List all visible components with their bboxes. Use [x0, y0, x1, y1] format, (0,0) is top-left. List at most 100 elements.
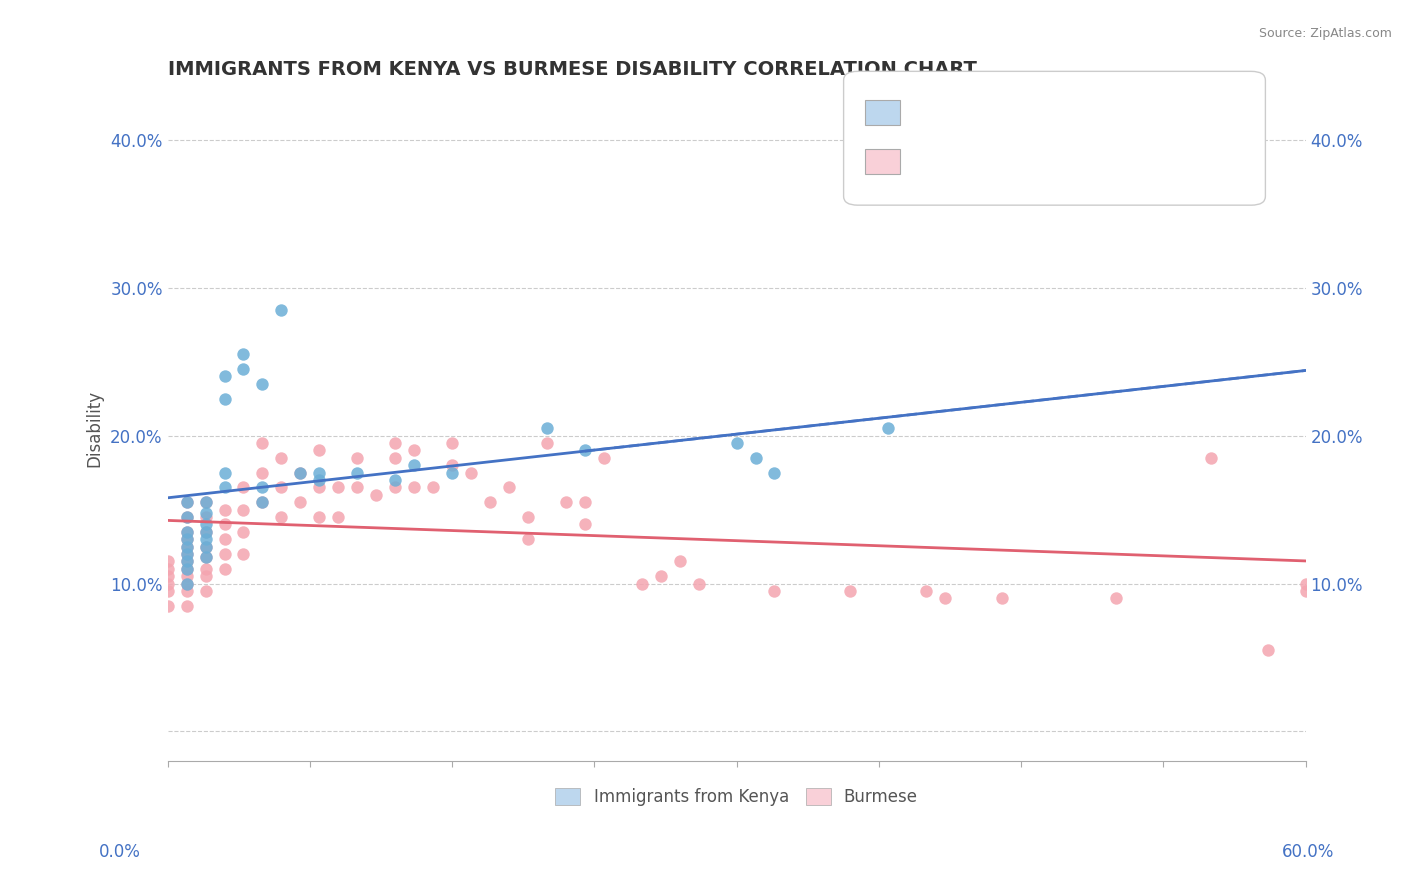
- Point: [915, 584, 938, 599]
- Point: [176, 569, 198, 583]
- Point: [384, 480, 406, 494]
- Text: R =: R =: [879, 152, 910, 169]
- Point: [346, 480, 368, 494]
- Point: [194, 549, 217, 564]
- Point: [668, 554, 690, 568]
- Point: [194, 510, 217, 524]
- Point: [194, 569, 217, 583]
- Point: [176, 495, 198, 509]
- Point: [194, 495, 217, 509]
- Point: [232, 362, 254, 376]
- Point: [384, 473, 406, 487]
- Point: [270, 480, 292, 494]
- Point: [516, 510, 538, 524]
- Point: [763, 584, 786, 599]
- Point: [176, 547, 198, 561]
- Point: [516, 532, 538, 546]
- Point: [536, 421, 558, 435]
- Text: N =: N =: [1019, 152, 1050, 169]
- Point: [176, 510, 198, 524]
- Point: [630, 576, 652, 591]
- Point: [688, 576, 710, 591]
- Point: [176, 576, 198, 591]
- Point: [252, 436, 274, 450]
- Point: [328, 510, 350, 524]
- Point: [232, 480, 254, 494]
- Point: [839, 584, 862, 599]
- Point: [176, 540, 198, 554]
- Point: [176, 554, 198, 568]
- Text: 39: 39: [1076, 103, 1099, 120]
- Point: [441, 436, 464, 450]
- Point: [725, 436, 748, 450]
- Point: [156, 554, 179, 568]
- Point: [252, 466, 274, 480]
- Point: [328, 480, 350, 494]
- Point: [1105, 591, 1128, 606]
- Point: [290, 466, 312, 480]
- Point: [194, 524, 217, 539]
- Point: [194, 540, 217, 554]
- Y-axis label: Disability: Disability: [86, 390, 103, 467]
- Point: [176, 576, 198, 591]
- Point: [214, 502, 236, 516]
- Point: [1199, 450, 1222, 465]
- Point: [934, 591, 956, 606]
- Point: [194, 495, 217, 509]
- Point: [290, 495, 312, 509]
- Point: [176, 510, 198, 524]
- Point: [308, 473, 330, 487]
- Point: [763, 466, 786, 480]
- Point: [194, 532, 217, 546]
- Point: [877, 421, 900, 435]
- Point: [176, 524, 198, 539]
- Point: [176, 532, 198, 546]
- Point: [270, 302, 292, 317]
- Point: [574, 495, 596, 509]
- Point: [176, 599, 198, 613]
- Point: [650, 569, 672, 583]
- Point: [194, 584, 217, 599]
- Point: [176, 540, 198, 554]
- Point: [252, 480, 274, 494]
- Point: [346, 466, 368, 480]
- Point: [460, 466, 482, 480]
- Point: [176, 584, 198, 599]
- Point: [441, 458, 464, 473]
- Point: [404, 458, 426, 473]
- Point: [232, 547, 254, 561]
- Text: 60.0%: 60.0%: [1281, 843, 1334, 861]
- Point: [156, 576, 179, 591]
- Point: [404, 480, 426, 494]
- Point: [479, 495, 502, 509]
- Point: [156, 584, 179, 599]
- Point: [156, 562, 179, 576]
- Point: [214, 392, 236, 406]
- Point: [214, 532, 236, 546]
- Point: [176, 562, 198, 576]
- Point: [498, 480, 520, 494]
- Point: [232, 524, 254, 539]
- Point: [176, 532, 198, 546]
- Point: [214, 466, 236, 480]
- Point: [194, 540, 217, 554]
- Point: [194, 562, 217, 576]
- Point: [156, 599, 179, 613]
- Point: [214, 480, 236, 494]
- Point: [176, 554, 198, 568]
- Text: 0.0%: 0.0%: [98, 843, 141, 861]
- Point: [290, 466, 312, 480]
- Point: [1295, 576, 1317, 591]
- Point: [441, 466, 464, 480]
- Point: [422, 480, 444, 494]
- Point: [156, 569, 179, 583]
- Point: [574, 443, 596, 458]
- Point: [252, 495, 274, 509]
- Point: [308, 443, 330, 458]
- Point: [176, 495, 198, 509]
- Point: [252, 376, 274, 391]
- Point: [176, 562, 198, 576]
- Text: R =: R =: [879, 103, 910, 120]
- Point: [214, 517, 236, 532]
- Point: [308, 466, 330, 480]
